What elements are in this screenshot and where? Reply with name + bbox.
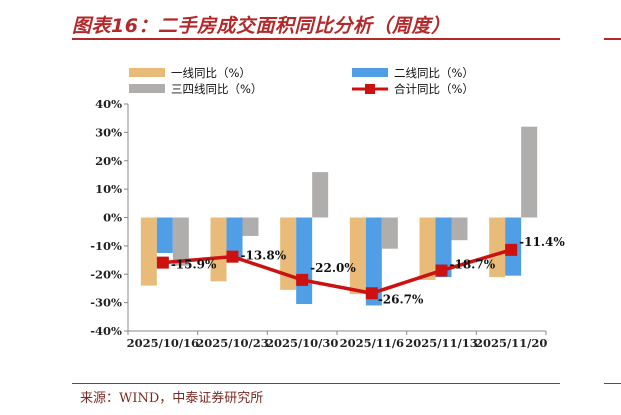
total-line: [162, 248, 512, 296]
y-tick-label: 0%: [103, 211, 122, 225]
bar-series-1: [419, 217, 436, 280]
x-tick-label: 2025/11/13: [405, 336, 477, 350]
right-edge-rule: [604, 38, 621, 40]
y-tick-label: -30%: [90, 296, 122, 310]
bar-series-1: [280, 217, 297, 290]
bar-series-2: [435, 217, 452, 278]
x-tick-label: 2025/11/20: [475, 336, 547, 350]
source-note: 来源：WIND，中泰证券研究所: [80, 391, 264, 406]
legend-swatch-series-3: [129, 84, 165, 93]
legend-label-series-4: 合计同比（%）: [394, 82, 474, 96]
bar-series-1: [489, 217, 506, 278]
x-tick-label: 2025/11/6: [340, 336, 404, 350]
line-series: [156, 243, 518, 300]
total-marker: [435, 264, 448, 277]
y-tick-label: -40%: [90, 324, 122, 338]
bar-series-3: [451, 217, 468, 241]
bar-series-2: [365, 217, 382, 306]
legend-label-series-1: 一线同比（%）: [171, 66, 251, 80]
legend-label-series-3: 三四线同比（%）: [171, 82, 262, 96]
y-tick-label: 10%: [95, 182, 122, 196]
total-data-label: -13.8%: [241, 249, 287, 263]
legend-label-series-2: 二线同比（%）: [394, 66, 474, 80]
x-tick-label: 2025/10/16: [127, 336, 199, 350]
y-tick-label: 20%: [95, 154, 122, 168]
title-rule: [72, 38, 560, 40]
total-marker: [156, 256, 169, 269]
x-tick-label: 2025/10/23: [196, 336, 268, 350]
bar-series-3: [521, 126, 538, 218]
total-data-label: -18.7%: [450, 258, 496, 272]
bars: [140, 126, 538, 306]
right-edge-source-rule: [604, 383, 621, 384]
y-tick-label: 40%: [95, 97, 122, 111]
legend: 一线同比（%） 二线同比（%） 三四线同比（%） 合计同比（%）: [129, 66, 474, 96]
figure-title: 图表16：二手房成交面积同比分析（周度）: [72, 15, 451, 37]
data-labels: -15.9% -13.8% -22.0% -26.7% -18.7% -11.4%: [171, 235, 566, 306]
bar-series-3: [242, 217, 259, 236]
y-tick-label: -10%: [90, 239, 122, 253]
y-tick-label: 30%: [95, 125, 122, 139]
total-marker: [296, 273, 309, 286]
legend-swatch-series-1: [129, 68, 165, 77]
total-marker: [365, 287, 378, 300]
bar-series-1: [140, 217, 157, 286]
y-axis: 40% 30% 20% 10% 0% -10% -20% -30% -40%: [90, 97, 129, 338]
total-data-label: -11.4%: [519, 235, 565, 249]
total-data-label: -15.9%: [171, 258, 217, 272]
total-data-label: -26.7%: [378, 292, 424, 306]
total-data-label: -22.0%: [310, 261, 356, 275]
bar-series-1: [349, 217, 366, 295]
bar-series-3: [381, 217, 398, 249]
bar-series-2: [226, 217, 243, 259]
bar-series-3: [312, 172, 329, 218]
x-tick-label: 2025/10/30: [266, 336, 338, 350]
bar-series-2: [156, 217, 173, 253]
legend-swatch-marker: [365, 84, 375, 94]
source-rule: [72, 383, 560, 384]
total-marker: [226, 250, 239, 263]
bar-series-3: [172, 217, 189, 266]
y-tick-label: -20%: [90, 267, 122, 281]
bar-series-1: [210, 217, 227, 282]
total-marker: [505, 243, 518, 256]
legend-swatch-series-2: [352, 68, 388, 77]
